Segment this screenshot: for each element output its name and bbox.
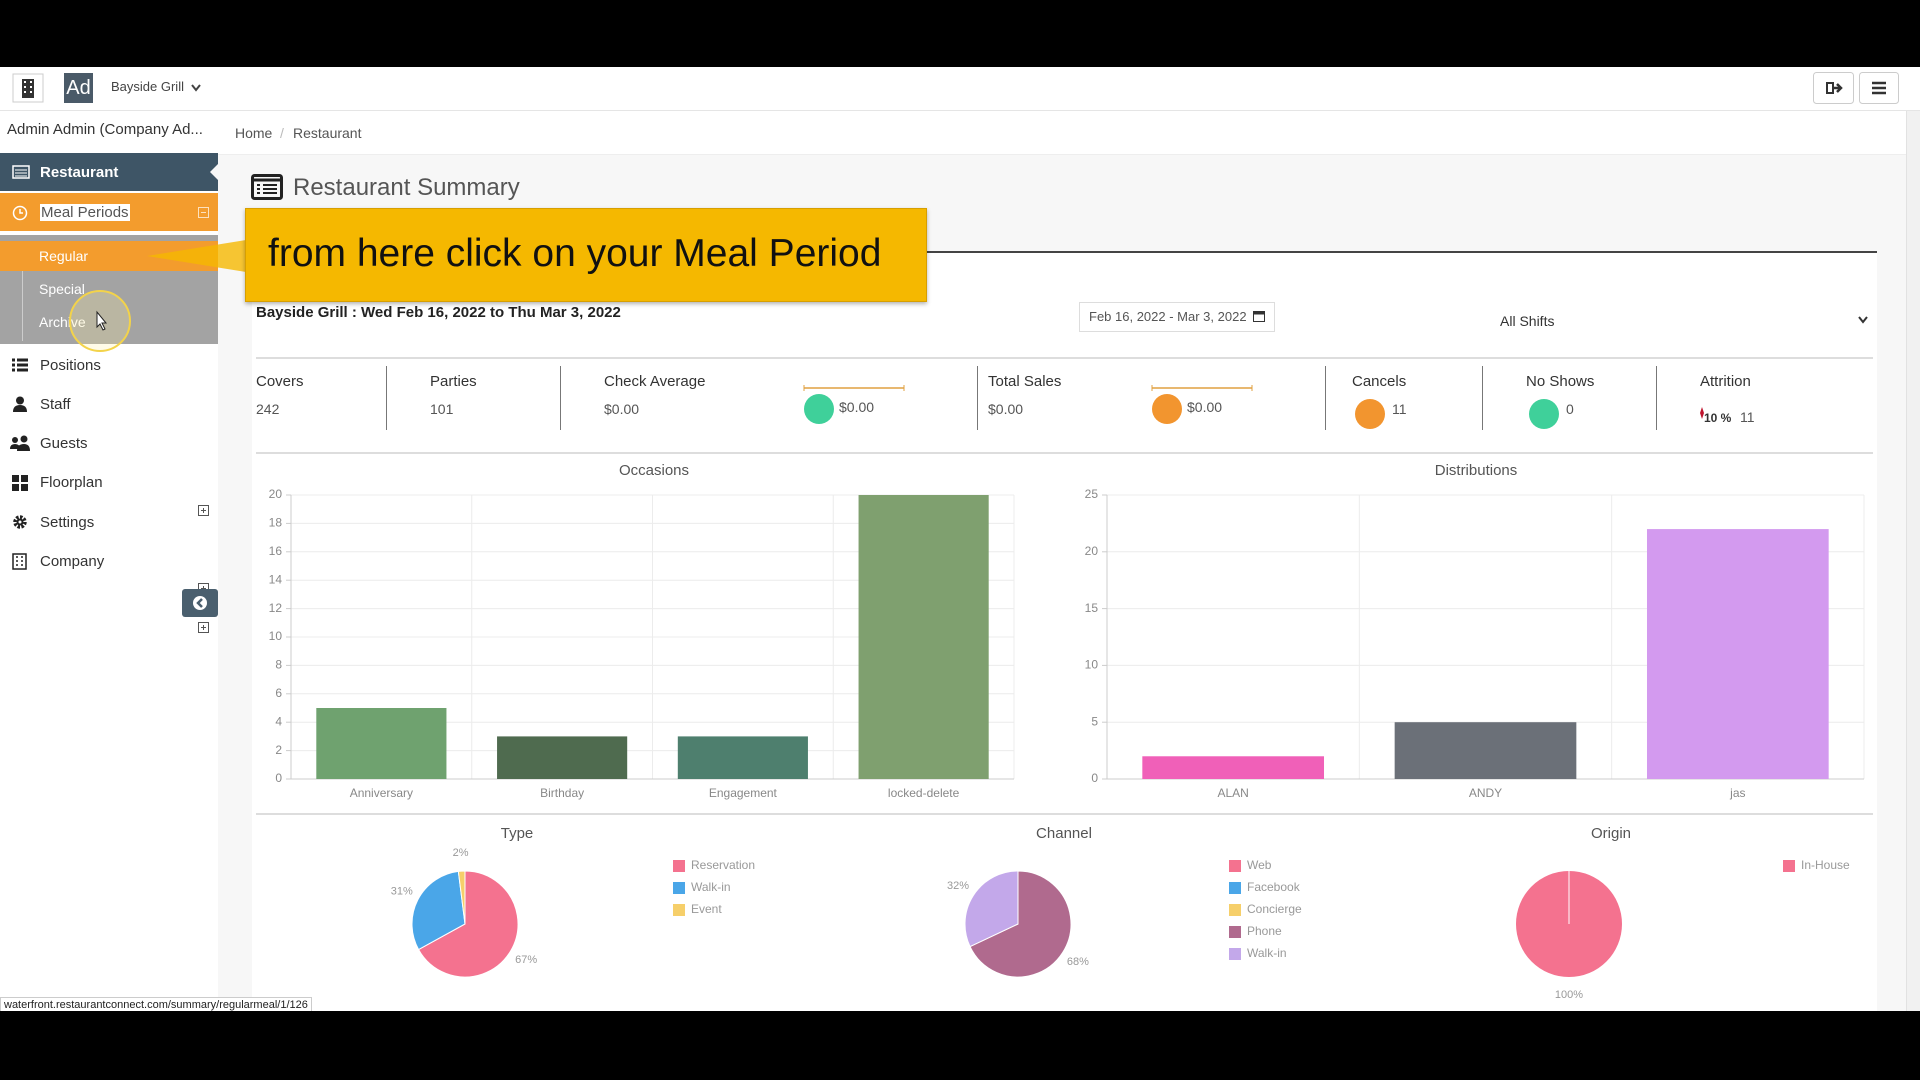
summary-icon	[251, 174, 283, 200]
stat-value: 242	[256, 401, 280, 417]
stat-divider	[977, 366, 978, 430]
nav-label: Meal Periods	[40, 203, 130, 221]
stat-label: Attrition	[1700, 373, 1751, 390]
clock-icon	[12, 205, 28, 221]
collapse-icon[interactable]	[198, 207, 209, 218]
stat-percent: 10 %	[1704, 411, 1732, 425]
submenu-line	[22, 271, 23, 341]
callout-text: from here click on your Meal Period	[268, 232, 882, 275]
page-title: Restaurant Summary	[293, 174, 520, 201]
breadcrumb-bar	[218, 111, 1908, 155]
building-icon[interactable]	[12, 73, 44, 103]
stat-label: Check Average	[604, 373, 706, 390]
shift-select[interactable]	[1490, 306, 1873, 334]
stat-divider	[386, 366, 387, 430]
stat-value: $0.00	[604, 401, 640, 417]
breadcrumb-current: Restaurant	[293, 125, 362, 141]
nav-label: Floorplan	[40, 473, 103, 491]
stat-label: Cancels	[1352, 373, 1407, 390]
menu-button[interactable]	[1859, 72, 1899, 104]
summary-panel	[252, 251, 1877, 1011]
calendar-icon	[1253, 311, 1265, 322]
dropdown-caret	[191, 84, 201, 92]
date-range-picker[interactable]	[1079, 302, 1275, 332]
stat-value: 0	[1566, 401, 1574, 417]
expand-icon[interactable]	[198, 622, 209, 633]
top-bar	[0, 67, 1920, 111]
nav-staff[interactable]: Staff	[0, 385, 218, 423]
users-icon	[10, 435, 30, 451]
app-window: Ad Bayside Grill Admin Admin (Company Ad…	[0, 67, 1920, 1011]
breadcrumb-home[interactable]: Home	[235, 125, 273, 141]
divider	[256, 357, 1873, 359]
nav-company[interactable]: Company	[0, 542, 218, 580]
nav-label: Restaurant	[40, 163, 119, 181]
stat-indicator-value: $0.00	[1187, 399, 1223, 415]
stat-label: Covers	[256, 373, 304, 390]
nav-positions[interactable]: Positions	[0, 346, 218, 384]
summary-heading: Bayside Grill : Wed Feb 16, 2022 to Thu …	[256, 304, 621, 321]
stat-indicator-value: $0.00	[839, 399, 875, 415]
nav-guests[interactable]: Guests	[0, 424, 218, 462]
stat-label: Parties	[430, 373, 477, 390]
breadcrumb-separator: /	[280, 125, 284, 141]
date-range-text: Feb 16, 2022 - Mar 3, 2022	[1089, 309, 1247, 324]
shift-select-text: All Shifts	[1500, 313, 1555, 329]
restaurant-dropdown[interactable]: Bayside Grill	[111, 79, 184, 94]
stat-label: No Shows	[1526, 373, 1595, 390]
divider	[256, 813, 1873, 815]
stat-divider	[1482, 366, 1483, 430]
nav-label: Company	[40, 552, 105, 570]
nav-label: Settings	[40, 513, 95, 531]
select-caret	[1858, 316, 1868, 324]
gear-icon	[13, 515, 27, 529]
avatar[interactable]: Ad	[64, 73, 93, 103]
stat-divider	[1325, 366, 1326, 430]
sidebar-toggle[interactable]	[182, 589, 218, 617]
stat-value: 11	[1740, 409, 1755, 425]
nav-label: Guests	[40, 434, 88, 452]
cursor-highlight	[69, 290, 131, 352]
submenu-regular[interactable]: Regular	[39, 248, 89, 264]
submenu-special[interactable]: Special	[39, 281, 85, 297]
nav-label: Staff	[40, 395, 71, 413]
nav-restaurant[interactable]: Restaurant	[0, 153, 218, 191]
stat-value: $0.00	[988, 401, 1024, 417]
grid-icon	[12, 475, 28, 491]
stat-value: 101	[430, 401, 454, 417]
nav-pointer	[210, 164, 218, 180]
stat-label: Total Sales	[988, 373, 1062, 390]
restaurant-icon	[12, 165, 30, 179]
attrition-icon	[1700, 407, 1704, 419]
company-icon	[12, 553, 27, 570]
user-icon	[13, 396, 27, 412]
stat-value: 11	[1392, 401, 1407, 417]
stat-divider	[560, 366, 561, 430]
nav-settings[interactable]: Settings	[0, 503, 218, 541]
callout-pointer	[147, 240, 246, 272]
stat-divider	[1656, 366, 1657, 430]
nav-meal-periods[interactable]: Meal Periods	[0, 193, 218, 231]
logout-button[interactable]	[1813, 72, 1854, 104]
nav-label: Positions	[40, 356, 101, 374]
divider	[256, 452, 1873, 454]
expand-icon[interactable]	[198, 505, 209, 516]
scrollbar	[1906, 111, 1920, 1011]
nav-floorplan[interactable]: Floorplan	[0, 463, 218, 501]
list-icon	[12, 358, 28, 372]
callout	[245, 208, 927, 302]
user-name: Admin Admin (Company Ad...	[7, 121, 203, 138]
status-bar: waterfront.restaurantconnect.com/summary…	[0, 997, 312, 1011]
submenu-archive[interactable]: Archive	[39, 314, 86, 330]
